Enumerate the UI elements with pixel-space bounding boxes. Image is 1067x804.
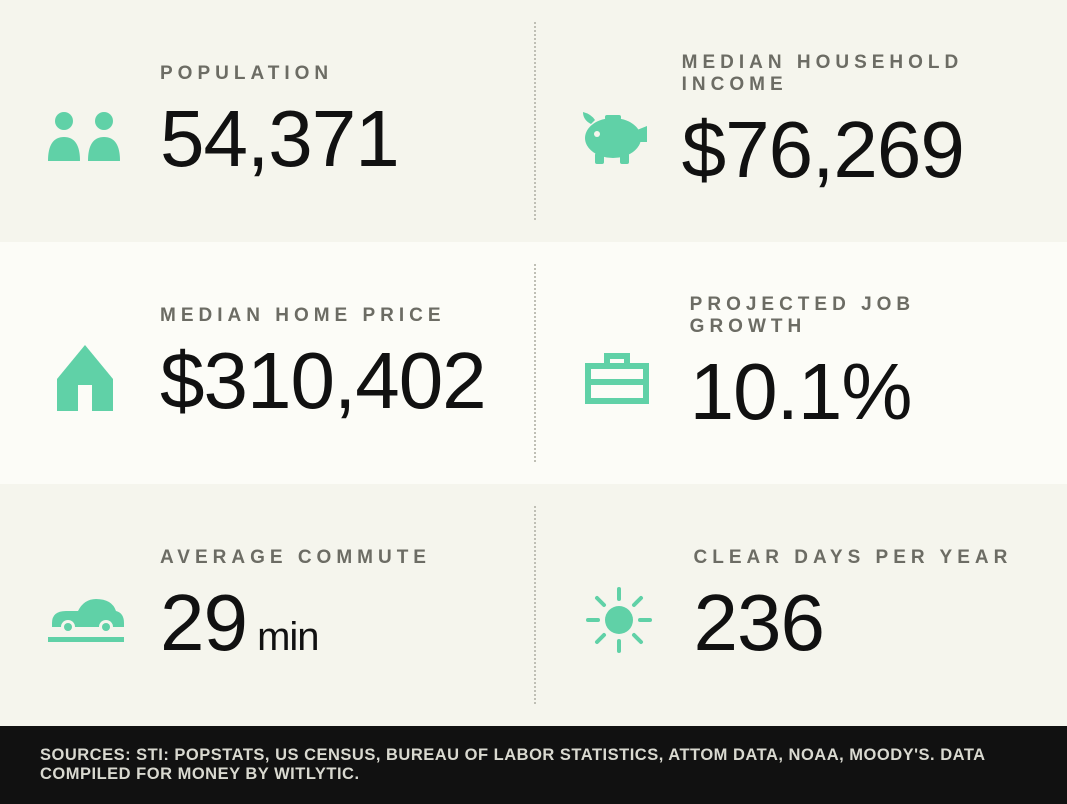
stat-home-price: MEDIAN HOME PRICE $310,402 bbox=[0, 242, 534, 484]
stat-population: POPULATION 54,371 bbox=[0, 0, 534, 242]
clear-days-value: 236 bbox=[694, 583, 1013, 663]
home-price-value: $310,402 bbox=[160, 341, 486, 421]
row-2: MEDIAN HOME PRICE $310,402 PROJECTED JOB… bbox=[0, 242, 1067, 484]
row-1: POPULATION 54,371 MEDIAN HOUSEHOLD INCOM… bbox=[0, 0, 1067, 242]
house-icon bbox=[40, 345, 130, 411]
job-growth-label: PROJECTED JOB GROWTH bbox=[690, 294, 1027, 338]
stat-income: MEDIAN HOUSEHOLD INCOME $76,269 bbox=[534, 0, 1067, 242]
commute-value: 29 min bbox=[160, 583, 431, 663]
car-icon bbox=[40, 597, 130, 643]
sun-icon bbox=[574, 585, 664, 655]
stats-grid: POPULATION 54,371 MEDIAN HOUSEHOLD INCOM… bbox=[0, 0, 1067, 726]
stat-clear-days: CLEAR DAYS PER YEAR 236 bbox=[534, 484, 1067, 726]
population-value: 54,371 bbox=[160, 99, 399, 179]
stat-job-growth: PROJECTED JOB GROWTH 10.1% bbox=[534, 242, 1067, 484]
row-3: AVERAGE COMMUTE 29 min bbox=[0, 484, 1067, 726]
job-growth-value: 10.1% bbox=[690, 352, 1027, 432]
income-label: MEDIAN HOUSEHOLD INCOME bbox=[682, 52, 1027, 96]
divider bbox=[534, 22, 536, 220]
briefcase-icon bbox=[574, 352, 660, 404]
sources-footer: SOURCES: STI: POPSTATS, US CENSUS, BUREA… bbox=[0, 726, 1067, 804]
people-icon bbox=[40, 111, 130, 161]
clear-days-label: CLEAR DAYS PER YEAR bbox=[694, 547, 1013, 569]
population-label: POPULATION bbox=[160, 63, 399, 85]
commute-label: AVERAGE COMMUTE bbox=[160, 547, 431, 569]
divider bbox=[534, 264, 536, 462]
piggy-icon bbox=[574, 106, 652, 166]
stat-commute: AVERAGE COMMUTE 29 min bbox=[0, 484, 534, 726]
income-value: $76,269 bbox=[682, 110, 1027, 190]
home-price-label: MEDIAN HOME PRICE bbox=[160, 305, 486, 327]
divider bbox=[534, 506, 536, 704]
